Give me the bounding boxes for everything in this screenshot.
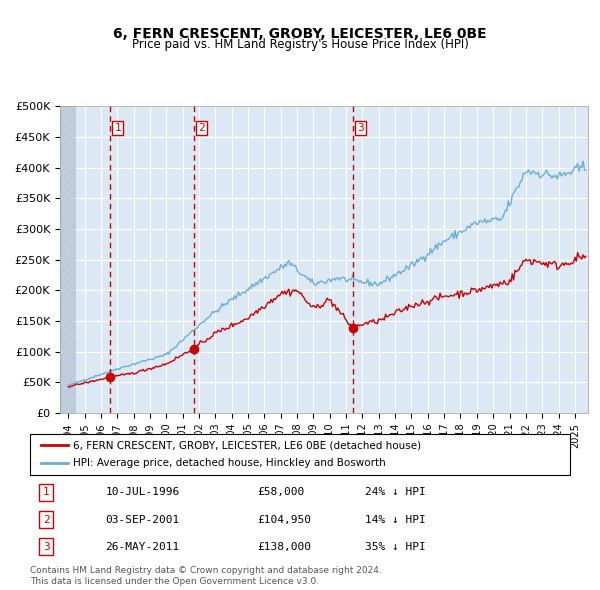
Text: Price paid vs. HM Land Registry's House Price Index (HPI): Price paid vs. HM Land Registry's House … bbox=[131, 38, 469, 51]
Bar bbox=[60, 106, 76, 413]
Text: 10-JUL-1996: 10-JUL-1996 bbox=[106, 487, 180, 497]
Text: Contains HM Land Registry data © Crown copyright and database right 2024.
This d: Contains HM Land Registry data © Crown c… bbox=[30, 566, 382, 586]
Text: £138,000: £138,000 bbox=[257, 542, 311, 552]
Text: 14% ↓ HPI: 14% ↓ HPI bbox=[365, 514, 425, 525]
Text: 3: 3 bbox=[358, 123, 364, 133]
Text: £58,000: £58,000 bbox=[257, 487, 304, 497]
Text: 2: 2 bbox=[199, 123, 205, 133]
Text: 24% ↓ HPI: 24% ↓ HPI bbox=[365, 487, 425, 497]
Text: 1: 1 bbox=[115, 123, 121, 133]
Text: 1: 1 bbox=[43, 487, 50, 497]
Text: £104,950: £104,950 bbox=[257, 514, 311, 525]
Text: 6, FERN CRESCENT, GROBY, LEICESTER, LE6 0BE (detached house): 6, FERN CRESCENT, GROBY, LEICESTER, LE6 … bbox=[73, 440, 421, 450]
Text: 2: 2 bbox=[43, 514, 50, 525]
Text: 35% ↓ HPI: 35% ↓ HPI bbox=[365, 542, 425, 552]
Text: 03-SEP-2001: 03-SEP-2001 bbox=[106, 514, 180, 525]
FancyBboxPatch shape bbox=[30, 434, 570, 475]
Text: 3: 3 bbox=[43, 542, 50, 552]
Text: 26-MAY-2011: 26-MAY-2011 bbox=[106, 542, 180, 552]
Text: 6, FERN CRESCENT, GROBY, LEICESTER, LE6 0BE: 6, FERN CRESCENT, GROBY, LEICESTER, LE6 … bbox=[113, 27, 487, 41]
Text: HPI: Average price, detached house, Hinckley and Bosworth: HPI: Average price, detached house, Hinc… bbox=[73, 458, 386, 468]
